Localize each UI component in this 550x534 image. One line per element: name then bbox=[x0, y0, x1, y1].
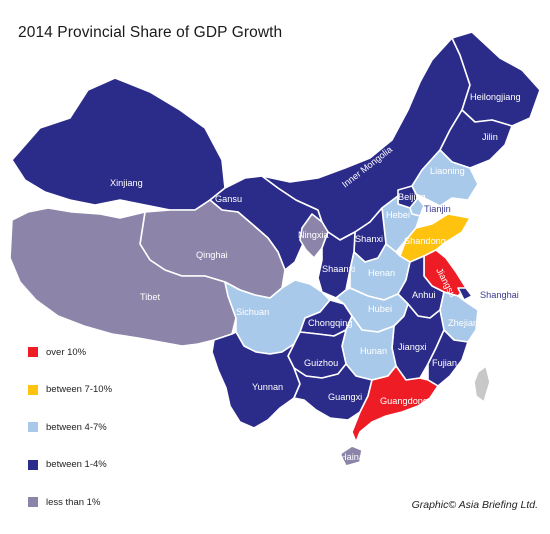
legend-label: between 7-10% bbox=[46, 384, 113, 395]
legend-item: between 4-7% bbox=[28, 421, 112, 433]
province-label-fujian: Fujian bbox=[432, 358, 457, 368]
province-label-sichuan: Sichuan bbox=[236, 307, 269, 317]
map-title: 2014 Provincial Share of GDP Growth bbox=[18, 24, 283, 41]
province-label-chongqing: Chongqing bbox=[308, 318, 352, 328]
province-label-tibet: Tibet bbox=[140, 292, 161, 302]
province-label-ningxia: Ningxia bbox=[298, 230, 330, 240]
legend-swatch bbox=[28, 497, 38, 507]
credit-text: Graphic© Asia Briefing Ltd. bbox=[411, 499, 538, 511]
province-jilin[interactable] bbox=[439, 109, 513, 169]
province-label-guizhou: Guizhou bbox=[304, 358, 338, 368]
taiwan-island bbox=[473, 365, 491, 403]
province-label-guangdong: Guangdong bbox=[380, 396, 428, 406]
province-label-henan: Henan bbox=[368, 268, 395, 278]
province-label-heilongjiang: Heilongjiang bbox=[470, 92, 521, 102]
province-label-hainan: Hainan bbox=[340, 452, 369, 462]
province-liaoning[interactable] bbox=[411, 149, 479, 207]
province-label-yunnan: Yunnan bbox=[252, 382, 283, 392]
province-label-tianjin: Tianjin bbox=[424, 204, 451, 214]
province-label-shandong: Shandong bbox=[404, 236, 446, 246]
province-label-shanghai: Shanghai bbox=[480, 290, 519, 300]
legend-label: between 4-7% bbox=[46, 421, 107, 433]
province-label-anhui: Anhui bbox=[412, 290, 436, 300]
province-fujian[interactable] bbox=[427, 329, 469, 387]
province-label-jiangxi: Jiangxi bbox=[398, 342, 427, 352]
legend-swatch bbox=[28, 384, 38, 395]
province-label-beijing: Beijing bbox=[398, 192, 426, 202]
province-label-gansu: Gansu bbox=[215, 194, 242, 204]
legend-label: less than 1% bbox=[46, 496, 101, 508]
legend-swatch bbox=[28, 422, 38, 432]
province-label-xinjiang: Xinjiang bbox=[110, 178, 143, 188]
province-label-guangxi: Guangxi bbox=[328, 392, 362, 402]
legend: over 10% between 7-10% between 4-7% betw… bbox=[28, 346, 112, 534]
province-label-qinghai: Qinghai bbox=[196, 250, 228, 260]
province-guangdong[interactable] bbox=[351, 365, 439, 443]
legend-item: between 7-10% bbox=[28, 384, 112, 396]
legend-item: less than 1% bbox=[28, 496, 112, 508]
legend-swatch bbox=[28, 347, 38, 357]
province-label-hunan: Hunan bbox=[360, 346, 387, 356]
legend-label: between 1-4% bbox=[46, 459, 107, 470]
province-xinjiang[interactable] bbox=[11, 77, 226, 211]
province-shanghai[interactable] bbox=[457, 287, 473, 301]
legend-label: over 10% bbox=[46, 346, 87, 358]
legend-swatch bbox=[28, 459, 38, 470]
legend-item: over 10% bbox=[28, 346, 112, 358]
province-label-hebei: Hebei bbox=[386, 210, 410, 220]
province-label-shaanxi: Shaanxi bbox=[322, 264, 355, 274]
province-label-jilin: Jilin bbox=[482, 132, 498, 142]
province-hainan[interactable] bbox=[339, 445, 363, 467]
province-label-shanxi: Shanxi bbox=[355, 234, 383, 244]
province-label-hubei: Hubei bbox=[368, 304, 392, 314]
province-label-zhejiang: Zhejiang bbox=[448, 318, 483, 328]
province-label-liaoning: Liaoning bbox=[430, 166, 465, 176]
legend-item: between 1-4% bbox=[28, 459, 112, 471]
